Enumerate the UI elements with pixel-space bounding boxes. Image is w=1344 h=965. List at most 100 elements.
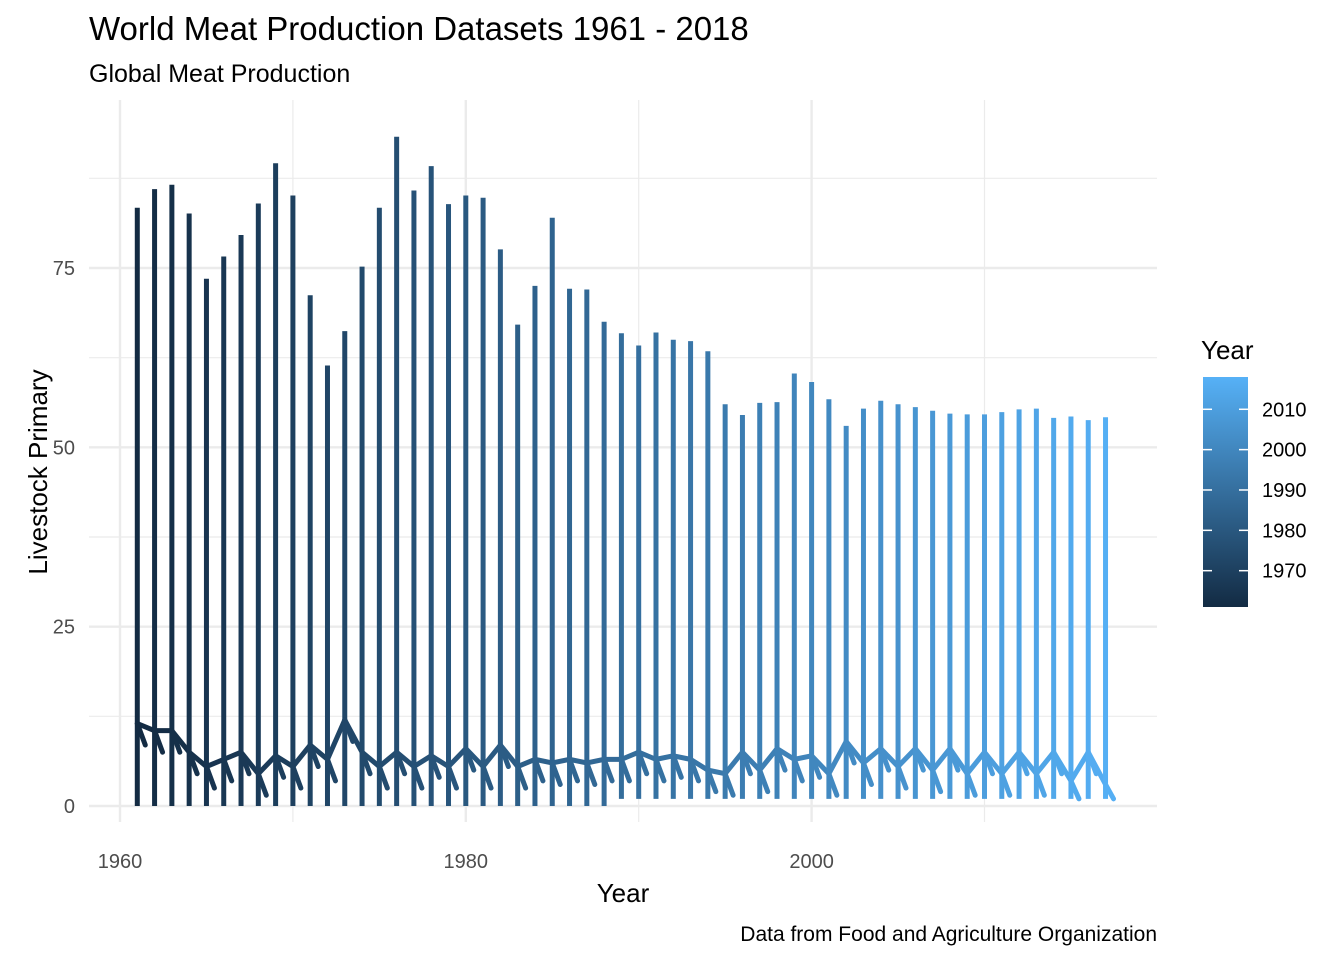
year-group — [601, 321, 624, 806]
year-zig — [446, 764, 460, 791]
year-connector — [1068, 749, 1091, 784]
year-zig — [947, 746, 961, 773]
year-zig — [895, 764, 909, 791]
year-connector — [584, 756, 607, 766]
year-group — [169, 184, 192, 806]
legend-tick-label: 2010 — [1262, 399, 1307, 421]
year-group — [618, 333, 642, 799]
y-tick-label: 50 — [53, 437, 75, 459]
axis-tick-labels: 1960 1980 2000 0 25 50 75 — [53, 258, 834, 873]
year-zig — [688, 756, 702, 784]
year-group — [653, 332, 676, 799]
year-zig — [705, 767, 719, 795]
year-zig — [273, 753, 287, 780]
chart-caption: Data from Food and Agriculture Organizat… — [740, 923, 1157, 946]
year-connector — [290, 742, 313, 770]
year-connector — [446, 746, 469, 770]
year-zig — [722, 771, 736, 798]
year-group — [964, 414, 987, 799]
year-zig — [636, 749, 650, 777]
year-connector — [826, 738, 849, 777]
year-group — [359, 266, 382, 806]
year-group — [860, 408, 884, 799]
year-zig — [186, 749, 200, 777]
y-tick-label: 0 — [64, 796, 75, 818]
year-group — [705, 351, 728, 799]
year-group — [238, 235, 261, 806]
year-connector — [549, 756, 573, 766]
year-zig — [428, 753, 442, 780]
year-zig — [394, 749, 408, 777]
year-group — [342, 331, 365, 806]
year-group — [273, 163, 296, 806]
year-group — [912, 407, 936, 799]
year-zig — [307, 742, 321, 770]
year-connector — [895, 746, 918, 770]
year-group — [688, 341, 711, 799]
year-zig — [618, 756, 632, 784]
year-group — [203, 278, 227, 806]
year-connector — [757, 746, 780, 773]
year-zig — [203, 764, 217, 791]
year-zig — [791, 756, 805, 784]
year-group — [826, 399, 849, 799]
year-zig — [774, 746, 788, 773]
year-connector — [324, 717, 348, 762]
year-connector — [203, 756, 227, 770]
year-zig — [860, 760, 874, 787]
year-zig — [1068, 778, 1082, 802]
year-group — [809, 382, 832, 799]
year-group — [497, 249, 521, 806]
year-zig — [584, 760, 598, 787]
year-zig — [515, 764, 529, 791]
year-group — [895, 404, 918, 799]
y-tick-label: 25 — [53, 617, 75, 639]
year-group — [515, 324, 538, 806]
year-group — [307, 295, 330, 806]
year-group — [843, 425, 866, 799]
year-group — [186, 213, 209, 806]
x-tick-label: 1960 — [98, 851, 143, 873]
year-zig — [221, 756, 235, 784]
y-axis-label: Livestock Primary — [23, 369, 53, 574]
year-group — [636, 345, 659, 799]
year-connector — [999, 749, 1022, 777]
year-group — [774, 402, 797, 799]
year-zig — [809, 753, 823, 780]
year-group — [255, 203, 279, 806]
year-zig — [653, 756, 667, 784]
year-connector — [653, 753, 676, 762]
legend-tick-label: 1990 — [1262, 480, 1307, 502]
year-group — [584, 289, 607, 806]
year-group — [290, 195, 313, 806]
year-zig — [999, 771, 1013, 798]
legend-tick-label: 1970 — [1262, 561, 1307, 583]
year-group — [670, 339, 694, 799]
year-zig — [134, 721, 148, 748]
year-connector — [722, 749, 745, 777]
year-connector — [791, 753, 815, 762]
year-group — [411, 190, 434, 806]
year-group — [999, 412, 1022, 799]
year-connector — [618, 749, 642, 762]
year-zig — [359, 749, 373, 777]
year-zig — [411, 764, 425, 791]
series-lines — [134, 136, 1117, 806]
legend-colorbar — [1203, 377, 1248, 607]
year-group — [549, 217, 573, 806]
year-zig — [376, 764, 390, 791]
year-zig — [497, 742, 511, 770]
year-zig — [169, 728, 183, 755]
x-tick-label: 2000 — [789, 851, 834, 873]
year-zig — [1085, 749, 1099, 777]
year-group — [1016, 409, 1039, 799]
year-group — [791, 373, 815, 799]
year-zig — [567, 756, 581, 784]
legend-ticks: 1970 1980 1990 2000 2010 — [1203, 399, 1307, 583]
year-zig — [912, 746, 926, 773]
year-zig — [982, 749, 995, 777]
year-group — [878, 400, 901, 799]
year-group — [134, 207, 158, 806]
year-group — [930, 410, 953, 799]
year-connector — [964, 749, 987, 777]
